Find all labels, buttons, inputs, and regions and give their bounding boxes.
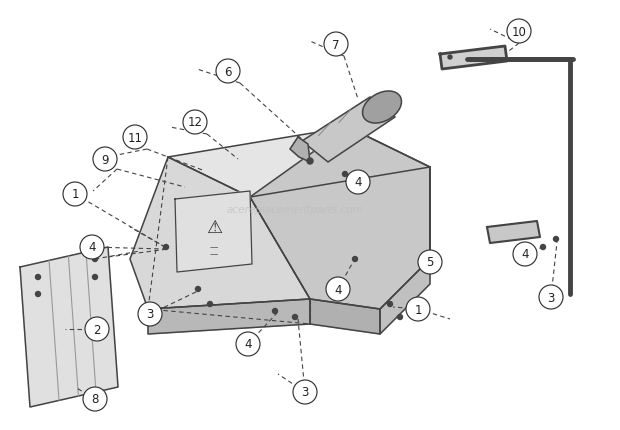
Polygon shape (148, 299, 310, 334)
Circle shape (93, 147, 117, 172)
Ellipse shape (363, 92, 402, 124)
Text: 6: 6 (224, 65, 232, 78)
Text: ⚠: ⚠ (206, 218, 222, 236)
Circle shape (195, 287, 200, 292)
Polygon shape (302, 98, 395, 163)
Text: —: — (210, 250, 218, 259)
Circle shape (273, 309, 278, 314)
Circle shape (35, 275, 40, 280)
Circle shape (183, 111, 207, 135)
Circle shape (208, 302, 213, 307)
Text: 3: 3 (301, 386, 309, 399)
Polygon shape (20, 247, 118, 407)
Circle shape (123, 126, 147, 150)
Text: 4: 4 (244, 338, 252, 351)
Circle shape (80, 236, 104, 259)
Text: 1: 1 (71, 188, 79, 201)
Circle shape (326, 277, 350, 301)
Circle shape (388, 302, 392, 307)
Polygon shape (290, 138, 310, 163)
Circle shape (541, 245, 546, 250)
Text: 4: 4 (354, 176, 361, 189)
Polygon shape (487, 221, 540, 243)
Circle shape (307, 159, 313, 165)
Circle shape (324, 33, 348, 57)
Circle shape (418, 250, 442, 274)
Text: 3: 3 (146, 308, 154, 321)
Circle shape (513, 243, 537, 266)
Circle shape (63, 183, 87, 206)
Text: 4: 4 (88, 241, 95, 254)
Polygon shape (440, 47, 507, 70)
Text: 3: 3 (547, 291, 555, 304)
Text: 11: 11 (128, 131, 143, 144)
Circle shape (85, 317, 109, 341)
Circle shape (353, 257, 358, 262)
Circle shape (216, 60, 240, 84)
Circle shape (35, 292, 40, 297)
Polygon shape (250, 128, 430, 309)
Circle shape (448, 56, 452, 60)
Circle shape (83, 387, 107, 411)
Circle shape (92, 257, 97, 262)
Text: 12: 12 (187, 116, 203, 129)
Text: 4: 4 (521, 248, 529, 261)
Circle shape (539, 286, 563, 309)
Text: 7: 7 (332, 38, 340, 51)
Text: —: — (210, 243, 218, 252)
Polygon shape (168, 128, 430, 197)
Circle shape (397, 315, 402, 320)
Polygon shape (130, 158, 310, 309)
Circle shape (164, 245, 169, 250)
Text: 1: 1 (414, 303, 422, 316)
Circle shape (293, 380, 317, 404)
Circle shape (346, 171, 370, 194)
Text: 10: 10 (512, 25, 526, 38)
Text: 5: 5 (427, 256, 433, 269)
Polygon shape (175, 191, 252, 272)
Circle shape (236, 332, 260, 356)
Circle shape (342, 172, 347, 177)
Circle shape (507, 20, 531, 44)
Text: 2: 2 (93, 323, 101, 336)
Circle shape (293, 315, 298, 320)
Text: 9: 9 (101, 153, 108, 166)
Polygon shape (380, 168, 430, 334)
Circle shape (92, 275, 97, 280)
Circle shape (138, 302, 162, 326)
Polygon shape (310, 299, 380, 334)
Text: 4: 4 (334, 283, 342, 296)
Circle shape (406, 297, 430, 321)
Circle shape (554, 237, 559, 242)
Text: acereplacementparts.com: acereplacementparts.com (227, 205, 363, 215)
Text: 8: 8 (91, 393, 99, 405)
